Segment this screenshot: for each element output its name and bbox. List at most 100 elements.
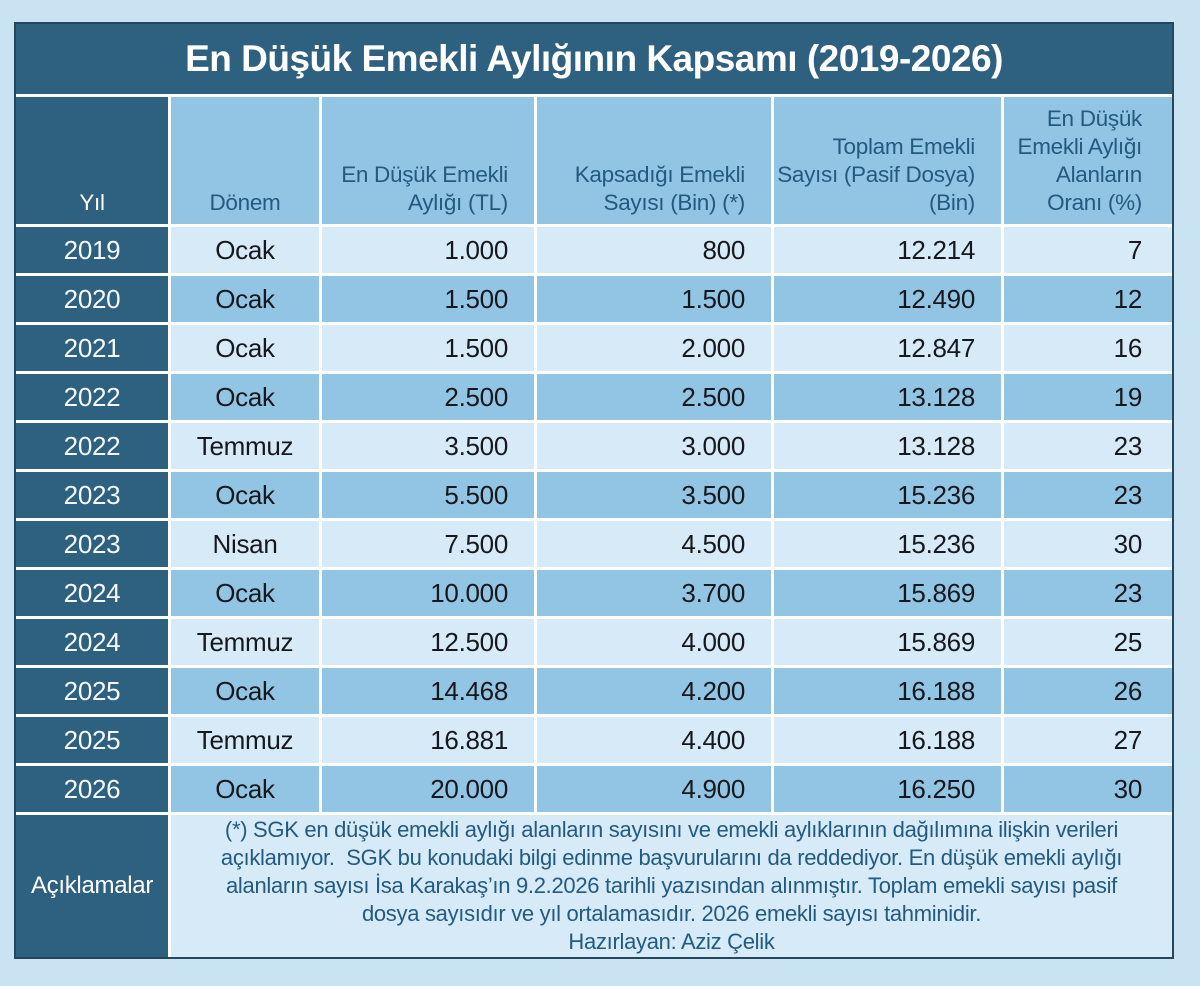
cell-min-pension-tl: 7.500 (322, 521, 534, 567)
cell-ratio-pct: 23 (1004, 423, 1172, 469)
cell-min-pension-tl: 1.500 (322, 325, 534, 371)
cell-covered-count-bin: 4.000 (537, 619, 771, 665)
cell-total-retirees-bin: 12.847 (774, 325, 1001, 371)
cell-covered-count-bin: 4.500 (537, 521, 771, 567)
cell-year: 2021 (16, 325, 168, 371)
footnote-line: açıklamıyor. SGK bu konudaki bilgi edinm… (220, 845, 1123, 870)
cell-total-retirees-bin: 15.869 (774, 619, 1001, 665)
cell-period: Ocak (171, 276, 319, 322)
column-header-lines: Kapsadığı Emekli Sayısı (Bin) (*) (537, 161, 746, 217)
cell-period: Ocak (171, 766, 319, 812)
cell-covered-count-bin: 3.000 (537, 423, 771, 469)
cell-total-retirees-bin: 15.236 (774, 521, 1001, 567)
cell-ratio-pct: 25 (1004, 619, 1172, 665)
cell-min-pension-tl: 1.500 (322, 276, 534, 322)
cell-total-retirees-bin: 15.236 (774, 472, 1001, 518)
cell-year: 2022 (16, 423, 168, 469)
cell-covered-count-bin: 4.200 (537, 668, 771, 714)
cell-ratio-pct: 30 (1004, 766, 1172, 812)
cell-year: 2025 (16, 668, 168, 714)
cell-ratio-pct: 12 (1004, 276, 1172, 322)
cell-ratio-pct: 7 (1004, 227, 1172, 273)
cell-ratio-pct: 30 (1004, 521, 1172, 567)
cell-period: Ocak (171, 472, 319, 518)
column-header-lines: Yıl (16, 189, 168, 217)
header-line: (Bin) (928, 190, 975, 215)
cell-period: Temmuz (171, 619, 319, 665)
column-header-covered-count-bin: Kapsadığı Emekli Sayısı (Bin) (*) (537, 97, 771, 224)
footnote-row-label: Açıklamalar (16, 815, 168, 957)
header-line: Aylığı (TL) (407, 190, 508, 215)
cell-covered-count-bin: 4.400 (537, 717, 771, 763)
header-line: Alanların (1055, 162, 1142, 187)
cell-period: Nisan (171, 521, 319, 567)
pension-table: En Düşük Emekli Aylığının Kapsamı (2019-… (14, 22, 1174, 959)
cell-total-retirees-bin: 16.250 (774, 766, 1001, 812)
column-header-total-retirees-bin: Toplam Emekli Sayısı (Pasif Dosya) (Bin) (774, 97, 1001, 224)
cell-ratio-pct: 27 (1004, 717, 1172, 763)
cell-covered-count-bin: 1.500 (537, 276, 771, 322)
cell-period: Ocak (171, 570, 319, 616)
cell-ratio-pct: 26 (1004, 668, 1172, 714)
cell-year: 2023 (16, 472, 168, 518)
cell-ratio-pct: 23 (1004, 472, 1172, 518)
cell-year: 2019 (16, 227, 168, 273)
cell-year: 2024 (16, 619, 168, 665)
column-header-ratio-pct: En Düşük Emekli Aylığı Alanların Oranı (%) (1004, 97, 1172, 224)
column-header-period: Dönem (171, 97, 319, 224)
cell-year: 2023 (16, 521, 168, 567)
cell-period: Temmuz (171, 717, 319, 763)
header-line: Toplam Emekli (832, 134, 976, 159)
footnote-line: dosya sayısıdır ve yıl ortalamasıdır. 20… (361, 901, 982, 926)
cell-covered-count-bin: 4.900 (537, 766, 771, 812)
cell-covered-count-bin: 800 (537, 227, 771, 273)
column-header-year: Yıl (16, 97, 168, 224)
cell-min-pension-tl: 10.000 (322, 570, 534, 616)
cell-period: Temmuz (171, 423, 319, 469)
header-line: Dönem (209, 190, 281, 215)
cell-covered-count-bin: 3.500 (537, 472, 771, 518)
page-title: En Düşük Emekli Aylığının Kapsamı (2019-… (16, 24, 1172, 94)
header-line: En Düşük Emekli (341, 162, 508, 187)
cell-total-retirees-bin: 13.128 (774, 423, 1001, 469)
cell-covered-count-bin: 2.500 (537, 374, 771, 420)
column-header-lines: En Düşük Emekli Aylığı (TL) (322, 161, 508, 217)
cell-period: Ocak (171, 325, 319, 371)
cell-year: 2022 (16, 374, 168, 420)
cell-min-pension-tl: 14.468 (322, 668, 534, 714)
cell-total-retirees-bin: 16.188 (774, 668, 1001, 714)
cell-total-retirees-bin: 12.490 (774, 276, 1001, 322)
footnote-line: (*) SGK en düşük emekli aylığı alanların… (224, 817, 1119, 842)
cell-covered-count-bin: 3.700 (537, 570, 771, 616)
column-header-lines: Dönem (171, 189, 319, 217)
footnote-line: alanların sayısı İsa Karakaş’ın 9.2.2026… (226, 873, 1117, 898)
cell-period: Ocak (171, 374, 319, 420)
column-header-min-pension-tl: En Düşük Emekli Aylığı (TL) (322, 97, 534, 224)
footnote: (*) SGK en düşük emekli aylığı alanların… (171, 815, 1172, 957)
cell-total-retirees-bin: 12.214 (774, 227, 1001, 273)
header-line: Yıl (79, 190, 105, 215)
cell-min-pension-tl: 3.500 (322, 423, 534, 469)
cell-ratio-pct: 16 (1004, 325, 1172, 371)
column-header-lines: En Düşük Emekli Aylığı Alanların Oranı (%) (1004, 105, 1143, 217)
column-header-lines: Toplam Emekli Sayısı (Pasif Dosya) (Bin) (774, 133, 975, 217)
cell-min-pension-tl: 16.881 (322, 717, 534, 763)
header-line: Sayısı (Pasif Dosya) (777, 162, 975, 187)
cell-year: 2024 (16, 570, 168, 616)
cell-period: Ocak (171, 227, 319, 273)
header-line: Kapsadığı Emekli (574, 162, 746, 187)
header-line: Emekli Aylığı (1017, 134, 1143, 159)
footnote-line: Hazırlayan: Aziz Çelik (568, 929, 775, 954)
cell-min-pension-tl: 20.000 (322, 766, 534, 812)
cell-period: Ocak (171, 668, 319, 714)
cell-total-retirees-bin: 15.869 (774, 570, 1001, 616)
cell-year: 2020 (16, 276, 168, 322)
header-line: Oranı (%) (1047, 190, 1142, 215)
cell-ratio-pct: 19 (1004, 374, 1172, 420)
cell-year: 2026 (16, 766, 168, 812)
cell-covered-count-bin: 2.000 (537, 325, 771, 371)
cell-min-pension-tl: 5.500 (322, 472, 534, 518)
cell-total-retirees-bin: 13.128 (774, 374, 1001, 420)
cell-ratio-pct: 23 (1004, 570, 1172, 616)
cell-min-pension-tl: 1.000 (322, 227, 534, 273)
